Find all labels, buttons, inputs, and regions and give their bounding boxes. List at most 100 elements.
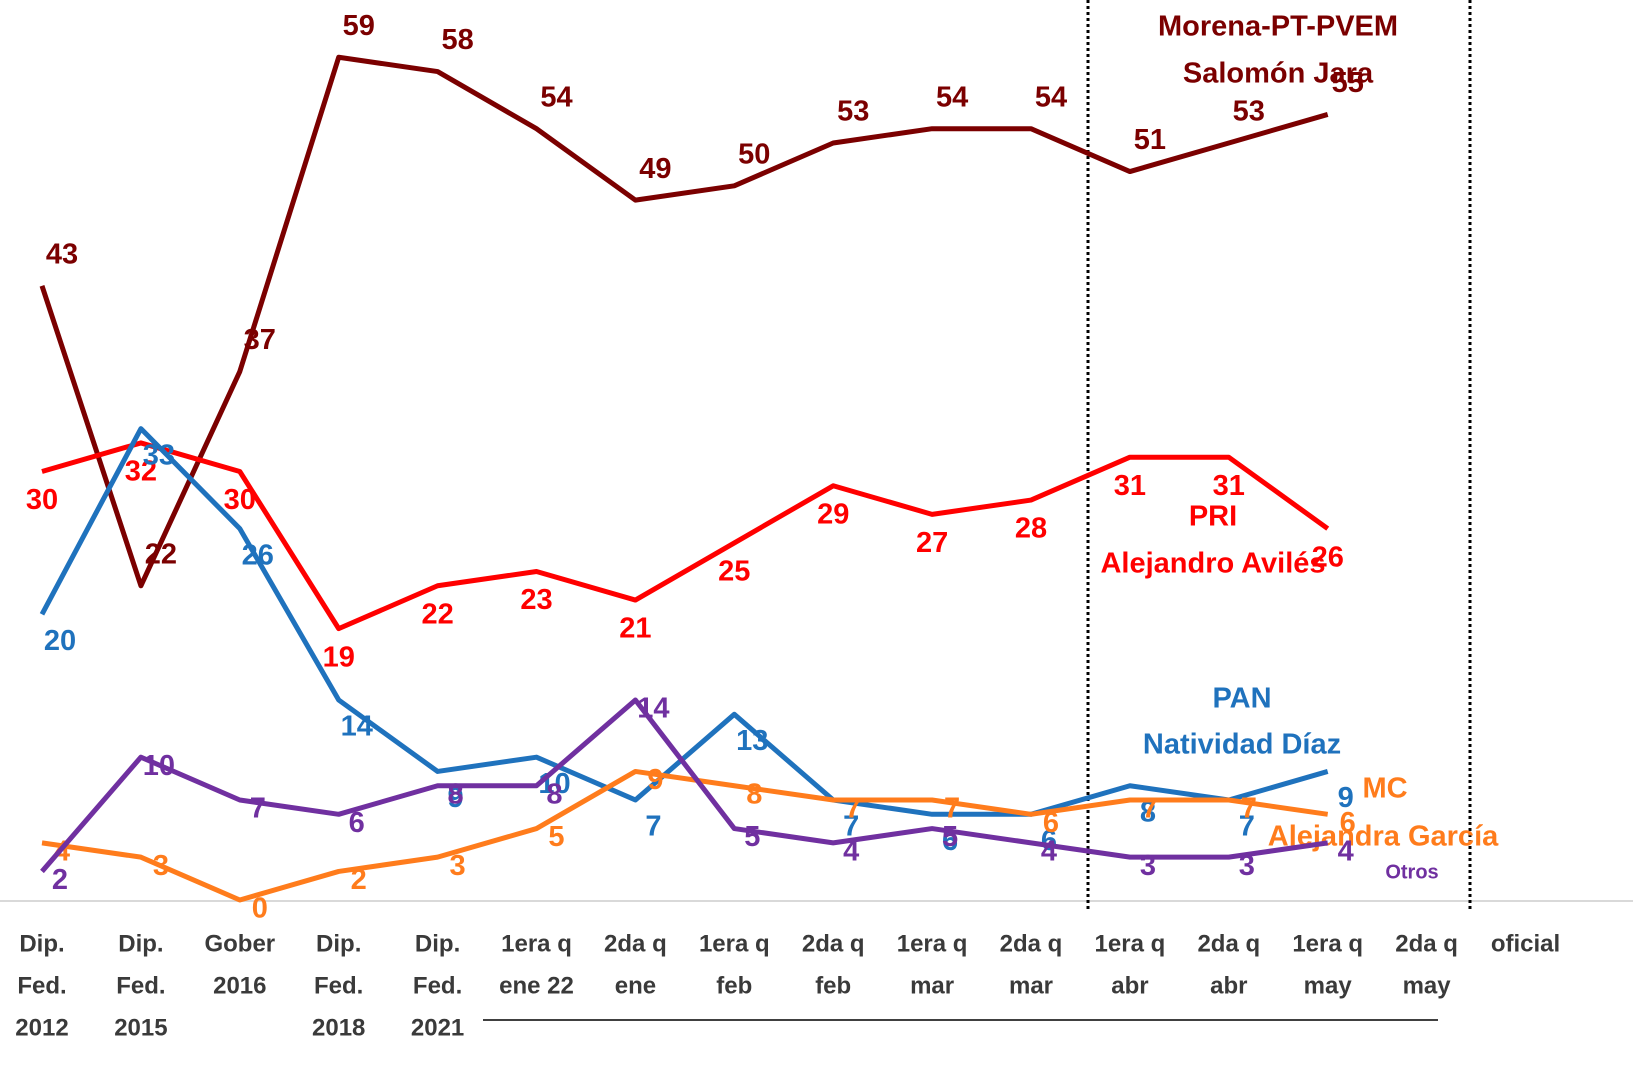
x-tick-label: Fed. (413, 972, 462, 999)
data-label: 23 (520, 584, 552, 616)
data-label: 30 (26, 484, 58, 516)
data-label: 53 (1233, 96, 1265, 128)
x-tick-label: mar (1009, 972, 1053, 999)
data-label: 7 (1241, 793, 1257, 825)
legend-label: Alejandro Avilés (1100, 548, 1325, 580)
x-tick-label: Dip. (316, 930, 361, 957)
x-tick-label: 2da q (1395, 930, 1458, 957)
x-tick-label: 2021 (411, 1014, 464, 1041)
x-tick-label: 1era q (1292, 930, 1363, 957)
series-line (41, 768, 1329, 903)
data-label: 22 (145, 538, 177, 570)
x-tick-label: oficial (1491, 930, 1560, 957)
data-label: 19 (323, 641, 355, 673)
x-tick-label: abr (1210, 972, 1247, 999)
data-label: 5 (942, 821, 958, 853)
data-label: 22 (421, 598, 453, 630)
legend-label: Salomón Jara (1183, 58, 1374, 90)
data-label: 25 (718, 556, 750, 588)
data-label: 7 (1142, 793, 1158, 825)
data-label: 8 (448, 778, 464, 810)
data-label: 51 (1134, 124, 1166, 156)
data-label: 9 (1338, 782, 1354, 814)
data-label: 49 (639, 153, 671, 185)
data-label: 33 (143, 439, 175, 471)
data-label: 2 (351, 864, 367, 896)
x-tick-label: Dip. (19, 930, 64, 957)
data-label: 5 (744, 821, 760, 853)
series-line (39, 54, 1329, 589)
data-label: 6 (1043, 807, 1059, 839)
data-label: 0 (252, 893, 268, 925)
data-label: 2 (52, 864, 68, 896)
data-label: 3 (153, 850, 169, 882)
data-label: 20 (44, 625, 76, 657)
data-label: 37 (244, 324, 276, 356)
data-label: 4 (1338, 836, 1354, 868)
x-tick-label: may (1304, 972, 1353, 999)
data-label: 30 (224, 484, 256, 516)
data-label: 26 (1312, 541, 1344, 573)
x-tick-label: 1era q (1095, 930, 1166, 957)
legend-label: PRI (1189, 501, 1237, 533)
data-label: 27 (916, 527, 948, 559)
x-tick-label: Dip. (118, 930, 163, 957)
data-label: 7 (843, 811, 859, 843)
data-label: 58 (441, 24, 473, 56)
data-label: 59 (343, 10, 375, 42)
data-label: 14 (637, 693, 669, 725)
data-label: 3 (1239, 850, 1255, 882)
data-label: 6 (1041, 825, 1057, 857)
data-label: 13 (736, 725, 768, 757)
x-tick-label: ene 22 (499, 972, 574, 999)
x-tick-label: may (1403, 972, 1452, 999)
x-tick-label: 2015 (114, 1014, 167, 1041)
x-tick-label: Fed. (17, 972, 66, 999)
data-label: 55 (1332, 67, 1364, 99)
x-tick-label: feb (815, 972, 851, 999)
data-label: 54 (540, 81, 572, 113)
x-tick-label: Dip. (415, 930, 460, 957)
data-label: 9 (647, 764, 663, 796)
data-label: 26 (242, 539, 274, 571)
data-label: 31 (1114, 470, 1146, 502)
legend-label: Otros (1385, 861, 1438, 883)
x-tick-label: abr (1111, 972, 1148, 999)
x-tick-label: Fed. (314, 972, 363, 999)
legend-label: PAN (1212, 683, 1271, 715)
data-label: 8 (746, 778, 762, 810)
data-label: 3 (450, 850, 466, 882)
data-label: 5 (548, 821, 564, 853)
x-tick-label: feb (716, 972, 752, 999)
x-tick-label: 2da q (1000, 930, 1063, 957)
x-tick-label: 2016 (213, 972, 266, 999)
x-tick-label: 1era q (897, 930, 968, 957)
data-label: 43 (46, 238, 78, 270)
data-label: 4 (1041, 836, 1057, 868)
data-label: 4 (843, 836, 859, 868)
x-tick-label: mar (910, 972, 954, 999)
x-tick-label: 2da q (802, 930, 865, 957)
data-label: 7 (645, 811, 661, 843)
data-label: 7 (1239, 811, 1255, 843)
data-label: 32 (125, 456, 157, 488)
legend-label: MC (1362, 773, 1407, 805)
x-tick-label: 1era q (501, 930, 572, 957)
x-tick-label: Fed. (116, 972, 165, 999)
legend-label: Morena-PT-PVEM (1158, 11, 1398, 43)
data-label: 14 (341, 711, 373, 743)
data-label: 8 (1140, 796, 1156, 828)
data-label: 9 (448, 782, 464, 814)
data-label: 31 (1213, 470, 1245, 502)
series-line (40, 697, 1329, 874)
data-label: 7 (845, 793, 861, 825)
data-label: 54 (936, 81, 968, 113)
data-label: 8 (546, 778, 562, 810)
data-label: 6 (349, 807, 365, 839)
data-label: 21 (619, 613, 651, 645)
data-label: 28 (1015, 513, 1047, 545)
data-label: 54 (1035, 81, 1067, 113)
x-tick-label: 2da q (1197, 930, 1260, 957)
x-tick-label: 2012 (15, 1014, 68, 1041)
